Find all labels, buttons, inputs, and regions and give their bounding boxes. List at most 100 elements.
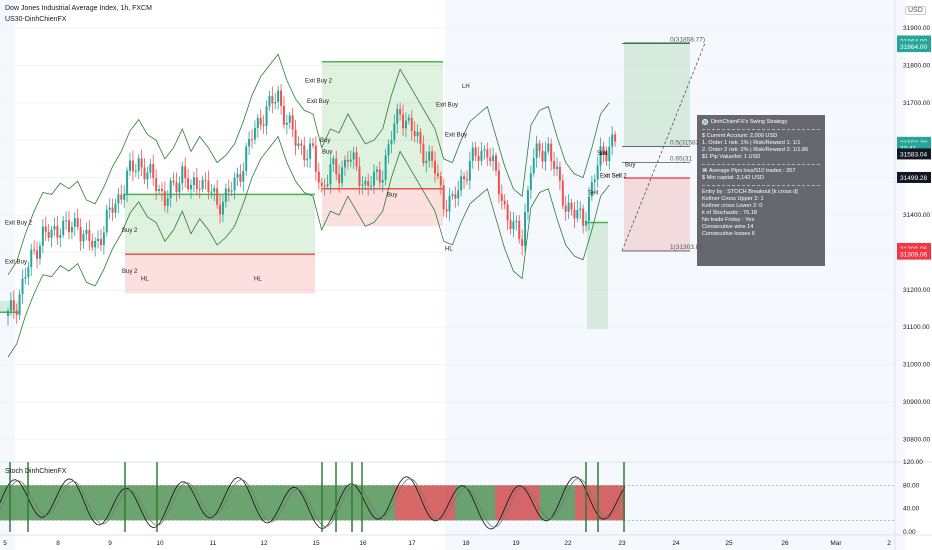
candle-body	[538, 143, 541, 151]
fib-label: 1(31303.8)	[670, 244, 701, 251]
signal-label: Buy 2	[122, 269, 138, 275]
candle-body	[36, 250, 39, 259]
candle-body	[108, 207, 111, 210]
candle-body	[120, 194, 123, 200]
candle-body	[500, 194, 503, 201]
candle-body	[495, 155, 497, 171]
candle-body	[332, 158, 335, 165]
info-line: Entry by : STOCH Breakout [k cross d]	[702, 188, 798, 195]
candle-body	[407, 117, 410, 121]
candle-body	[73, 218, 76, 227]
candle-body	[303, 145, 306, 161]
candle-body	[541, 150, 544, 162]
price-label-box	[897, 248, 931, 260]
candle-body	[512, 221, 515, 230]
candle-body	[126, 170, 129, 194]
info-line: Keltner cross Lower 2: 0	[702, 202, 763, 209]
candle-body	[158, 189, 161, 191]
candle-body	[404, 120, 407, 129]
candle-body	[242, 170, 245, 182]
candle-body	[134, 170, 137, 172]
candle-body	[570, 202, 573, 210]
signal-label: HL	[141, 276, 149, 282]
candle-body	[349, 159, 352, 162]
candle-body	[355, 152, 358, 167]
price-label: 31499.28	[900, 175, 927, 182]
time-tick-label: 2	[887, 540, 891, 547]
candle-body	[515, 220, 518, 222]
candle-body	[277, 90, 280, 102]
signal-label: Buy	[320, 138, 330, 144]
info-line: No trade Friday : Yes	[702, 216, 755, 223]
candle-body	[294, 129, 297, 147]
info-line: Keltner Cross Upper 2: 1	[702, 195, 764, 202]
trade-zone	[624, 42, 690, 147]
candle-body	[402, 114, 405, 129]
price-label: 31864.00	[900, 44, 927, 51]
candle-body	[535, 143, 538, 159]
candle-body	[611, 134, 614, 147]
candle-body	[312, 143, 314, 146]
candle-body	[532, 158, 535, 174]
candle-body	[346, 159, 349, 162]
candle-body	[76, 218, 79, 227]
strategy-info-box: DinhChienFX's Swing Strategy $ Current A…	[697, 115, 825, 266]
candle-body	[410, 117, 413, 131]
candle-body	[524, 212, 527, 246]
candle-body	[381, 180, 384, 183]
candle-body	[47, 231, 50, 238]
info-line: Consecutive losses 6	[702, 230, 755, 237]
info-line: 1. Order 1 risk: 1% | Risk/Reward 1: 1/1	[702, 139, 801, 146]
candle-body	[38, 245, 41, 259]
time-tick-label: 18	[462, 540, 470, 547]
signal-label: Buy 2	[122, 228, 138, 234]
price-tick-label: 31800.00	[903, 62, 930, 69]
time-tick-label: 15	[312, 540, 320, 547]
candle-body	[187, 178, 190, 190]
candle-body	[233, 177, 236, 191]
candle-body	[596, 165, 599, 180]
candle-body	[88, 229, 91, 241]
candle-body	[436, 173, 439, 177]
candle-body	[114, 203, 117, 213]
candle-body	[558, 166, 561, 181]
candle-body	[239, 173, 242, 182]
candle-body	[111, 207, 114, 213]
candle-body	[582, 208, 585, 226]
candle-body	[593, 179, 596, 182]
currency-button[interactable]: USD	[905, 6, 926, 15]
candle-body	[204, 179, 207, 181]
time-tick-label: 9	[108, 540, 112, 547]
signal-label: Sell	[588, 190, 598, 196]
time-tick-label: 10	[156, 540, 164, 547]
candle-body	[605, 153, 608, 162]
candle-body	[553, 161, 556, 170]
candle-body	[160, 189, 163, 192]
candle-body	[15, 310, 18, 316]
stoch-tick-label: 120.00	[903, 459, 923, 466]
price-label: 31583.04	[900, 151, 927, 158]
candle-body	[268, 95, 271, 107]
candle-body	[561, 180, 564, 206]
candle-body	[521, 239, 524, 246]
time-tick-label: 8	[56, 540, 60, 547]
candle-body	[434, 160, 436, 174]
candle-body	[282, 105, 285, 125]
candle-body	[341, 167, 344, 184]
candle-body	[599, 146, 602, 166]
candle-body	[378, 169, 381, 183]
candle-body	[585, 220, 588, 226]
candle-body	[492, 155, 495, 161]
stoch-tick-label: 80.00	[903, 482, 920, 489]
candle-body	[181, 166, 184, 184]
candle-body	[338, 174, 341, 184]
price-label-box	[897, 142, 931, 154]
candle-body	[602, 146, 605, 154]
stoch-zone	[540, 485, 575, 521]
time-tick-label: 11	[210, 540, 217, 547]
candle-body	[448, 195, 451, 212]
signal-label: Exit Sell 2	[600, 174, 627, 180]
candle-body	[306, 158, 309, 161]
candle-body	[216, 188, 219, 205]
